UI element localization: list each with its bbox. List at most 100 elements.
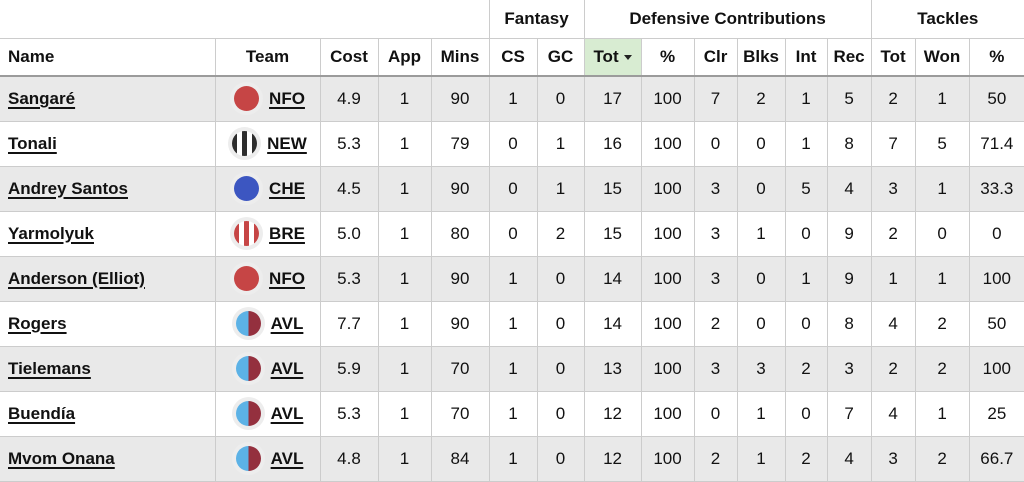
stat-cell: 5	[784, 166, 828, 212]
stat-cell: 0	[536, 256, 585, 302]
stat-cell: 1	[914, 166, 970, 212]
column-header-mins[interactable]: Mins	[430, 38, 490, 77]
table-row: Andrey Santos CHE 4.5 1 90 0 1 15 100 3 0 5 4 3 1 33.3	[0, 166, 1024, 212]
column-header-int[interactable]: Int	[784, 38, 828, 77]
column-header-team[interactable]: Team	[214, 38, 320, 77]
stat-cell: 7.7	[319, 301, 378, 347]
team-link[interactable]: AVL	[270, 403, 304, 423]
stat-cell: 3	[736, 346, 786, 392]
player-link[interactable]: Andrey Santos	[8, 178, 128, 198]
group-header-row: Fantasy Defensive Contributions Tackles	[0, 0, 1024, 39]
stat-cell: 0	[784, 301, 828, 347]
player-link[interactable]: Sangaré	[8, 88, 76, 108]
team-cell: BRE	[214, 211, 320, 257]
stat-cell: 84	[430, 436, 490, 482]
stat-cell: 16	[583, 121, 642, 167]
stat-cell: 9	[826, 256, 872, 302]
team-badge-icon	[231, 442, 265, 475]
team-link[interactable]: NEW	[267, 133, 307, 153]
stat-cell: 0	[693, 121, 738, 167]
column-header-clr[interactable]: Clr	[693, 38, 738, 77]
column-header-gc[interactable]: GC	[536, 38, 585, 77]
player-link[interactable]: Buendía	[8, 403, 76, 423]
stat-cell: 5.3	[319, 391, 378, 437]
team-link[interactable]: AVL	[270, 358, 304, 378]
team-cell: NFO	[214, 76, 320, 122]
column-header-app[interactable]: App	[377, 38, 431, 77]
column-header-rec[interactable]: Rec	[826, 38, 872, 77]
stat-cell: 80	[430, 211, 490, 257]
group-header-fantasy: Fantasy	[488, 0, 585, 39]
column-header-dc-tot-label: Tot	[593, 46, 619, 66]
team-cell: AVL	[214, 346, 320, 392]
stat-cell: 0	[736, 166, 786, 212]
stat-cell: 100	[640, 121, 695, 167]
team-cell: AVL	[214, 436, 320, 482]
stat-cell: 4.5	[319, 166, 378, 212]
stat-cell: 3	[693, 211, 738, 257]
column-header-dc-pct[interactable]: %	[640, 38, 695, 77]
stat-cell: 2	[870, 346, 916, 392]
stat-cell: 0	[488, 121, 538, 167]
stat-cell: 4.8	[319, 436, 378, 482]
table-row: Tonali NEW 5.3 1 79 0 1 16 100 0 0 1 8 7 5 71.4	[0, 121, 1024, 167]
stat-cell: 1	[488, 256, 538, 302]
column-header-tackles-tot[interactable]: Tot	[870, 38, 916, 77]
stat-cell: 79	[430, 121, 490, 167]
stat-cell: 100	[640, 211, 695, 257]
stat-cell: 15	[583, 166, 642, 212]
stat-cell: 100	[640, 301, 695, 347]
player-name-cell: Sangaré	[0, 76, 215, 122]
column-header-name[interactable]: Name	[0, 38, 215, 77]
stat-cell: 2	[784, 346, 828, 392]
stat-cell: 2	[914, 301, 970, 347]
player-link[interactable]: Yarmolyuk	[8, 223, 94, 243]
stat-cell: 2	[693, 436, 738, 482]
stat-cell: 0	[784, 391, 828, 437]
team-link[interactable]: CHE	[269, 178, 305, 198]
stat-cell: 5.3	[319, 121, 378, 167]
column-header-blks[interactable]: Blks	[736, 38, 786, 77]
stat-cell: 100	[968, 256, 1024, 302]
stat-cell: 7	[870, 121, 916, 167]
stat-cell: 2	[914, 346, 970, 392]
team-badge-icon	[231, 352, 265, 385]
stat-cell: 1	[870, 256, 916, 302]
column-header-won[interactable]: Won	[914, 38, 970, 77]
column-header-cs[interactable]: CS	[488, 38, 538, 77]
team-link[interactable]: NFO	[269, 88, 305, 108]
team-link[interactable]: NFO	[269, 268, 305, 288]
stat-cell: 1	[377, 121, 431, 167]
team-cell: AVL	[214, 391, 320, 437]
column-header-tackles-pct[interactable]: %	[968, 38, 1024, 77]
team-link[interactable]: AVL	[270, 313, 304, 333]
team-cell: NEW	[214, 121, 320, 167]
team-badge-icon	[231, 397, 265, 430]
player-name-cell: Rogers	[0, 301, 215, 347]
player-link[interactable]: Rogers	[8, 313, 67, 333]
stat-cell: 4	[826, 166, 872, 212]
player-link[interactable]: Anderson (Elliot)	[8, 268, 145, 288]
stat-cell: 2	[536, 211, 585, 257]
stat-cell: 5	[914, 121, 970, 167]
table-row: Yarmolyuk BRE 5.0 1 80 0 2 15 100 3 1 0 9 2 0 0	[0, 211, 1024, 257]
team-link[interactable]: BRE	[269, 223, 305, 243]
stat-cell: 70	[430, 391, 490, 437]
column-header-cost[interactable]: Cost	[319, 38, 378, 77]
stat-cell: 1	[377, 256, 431, 302]
player-link[interactable]: Tonali	[8, 133, 57, 153]
stat-cell: 66.7	[968, 436, 1024, 482]
stat-cell: 1	[536, 121, 585, 167]
stat-cell: 1	[488, 301, 538, 347]
player-link[interactable]: Tielemans	[8, 358, 91, 378]
column-header-dc-tot[interactable]: Tot	[583, 38, 642, 77]
stat-cell: 0	[914, 211, 970, 257]
stat-cell: 1	[914, 76, 970, 122]
stat-cell: 4.9	[319, 76, 378, 122]
team-link[interactable]: AVL	[270, 448, 304, 468]
stat-cell: 1	[377, 436, 431, 482]
table-row: Tielemans AVL 5.9 1 70 1 0 13 100 3 3 2 3 2 2 100	[0, 346, 1024, 392]
stat-cell: 0	[693, 391, 738, 437]
player-link[interactable]: Mvom Onana	[8, 448, 115, 468]
stat-cell: 1	[736, 211, 786, 257]
